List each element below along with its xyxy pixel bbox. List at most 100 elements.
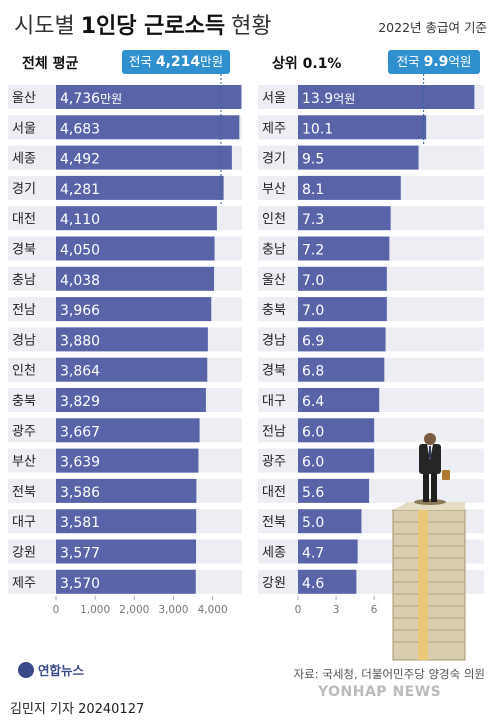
value-label: 4,736만원 — [60, 91, 122, 107]
bar — [56, 327, 208, 352]
category-label: 충남 — [12, 273, 36, 288]
right-callout-prefix: 전국 — [396, 54, 424, 69]
category-label: 광주 — [262, 455, 286, 470]
value-label: 10.1 — [302, 121, 333, 137]
category-label: 부산 — [12, 455, 36, 470]
title-part2: 1인당 근로소득 — [80, 14, 226, 39]
category-label: 대전 — [12, 212, 36, 227]
watermark: YONHAP NEWS — [318, 684, 442, 700]
value-label: 3,581 — [60, 515, 100, 531]
bar — [298, 327, 386, 352]
category-label: 서울 — [262, 91, 286, 106]
category-label: 강원 — [262, 576, 286, 591]
value-label: 3,880 — [60, 333, 100, 349]
bar — [56, 115, 240, 140]
bar — [298, 115, 427, 140]
bar — [56, 206, 217, 231]
tick-label: 3 — [333, 604, 340, 616]
bar — [56, 478, 197, 503]
value-label: 7.0 — [302, 273, 324, 289]
right-section-title: 상위 0.1% — [272, 56, 342, 72]
logo-icon — [18, 661, 34, 678]
bar — [56, 509, 197, 534]
bar — [56, 297, 212, 322]
title-part3: 현황 — [231, 14, 272, 39]
page-title: 시도별 1인당 근로소득 현황 — [14, 8, 272, 44]
value-label: 3,829 — [60, 394, 100, 410]
bar — [56, 266, 215, 291]
bar — [56, 418, 200, 443]
right-callout-value: 9.9 — [423, 54, 449, 70]
value-label: 4,050 — [60, 243, 100, 259]
left-callout-value: 4,214 — [155, 54, 201, 70]
bar — [298, 236, 390, 261]
category-label: 울산 — [262, 273, 286, 288]
value-label: 4,110 — [60, 212, 100, 228]
value-unit: 만원 — [100, 92, 122, 106]
category-label: 경남 — [12, 333, 36, 348]
value-label: 4,038 — [60, 273, 100, 289]
category-label: 제주 — [12, 576, 36, 591]
value-label: 6.9 — [302, 333, 324, 349]
bar — [298, 357, 385, 382]
category-label: 대전 — [262, 485, 286, 500]
category-label: 제주 — [262, 121, 286, 136]
bar — [298, 569, 357, 594]
money-stack-icon — [392, 502, 466, 661]
value-label: 4,683 — [60, 121, 100, 137]
value-label: 3,966 — [60, 303, 100, 319]
value-label: 7.3 — [302, 212, 324, 228]
value-label: 6.4 — [302, 394, 324, 410]
value-label: 4,492 — [60, 152, 100, 168]
value-label: 9.5 — [302, 152, 324, 168]
bar — [56, 175, 224, 200]
value-label: 4.6 — [302, 576, 324, 592]
value-label: 5.0 — [302, 515, 324, 531]
bar — [298, 145, 419, 170]
bar — [298, 478, 370, 503]
tick-label: 0 — [295, 604, 302, 616]
bar — [298, 418, 375, 443]
bar — [298, 206, 391, 231]
bar — [56, 539, 197, 564]
tick-label: 2,000 — [119, 604, 149, 616]
bar — [298, 509, 362, 534]
bar — [298, 266, 387, 291]
value-label: 3,570 — [60, 576, 100, 592]
value-label: 3,864 — [60, 364, 100, 380]
category-label: 인천 — [12, 364, 36, 379]
right-callout-unit: 억원 — [448, 54, 472, 69]
value-label: 6.8 — [302, 364, 324, 380]
value-label: 8.1 — [302, 182, 324, 198]
tick-label: 1,000 — [80, 604, 110, 616]
bar — [298, 388, 380, 412]
category-label: 경기 — [262, 152, 286, 167]
bar — [298, 539, 358, 564]
category-label: 대구 — [12, 515, 36, 530]
tick-label: 4,000 — [198, 604, 228, 616]
row-band — [258, 478, 484, 503]
category-label: 대구 — [262, 394, 286, 409]
value-label: 5.6 — [302, 485, 324, 501]
category-label: 경남 — [262, 333, 286, 348]
value-label: 3,586 — [60, 485, 100, 501]
category-label: 광주 — [12, 424, 36, 439]
category-label: 울산 — [12, 91, 36, 106]
yonhap-logo: 연합뉴스 — [18, 660, 84, 679]
bar — [56, 145, 232, 170]
businessman-icon — [414, 433, 450, 505]
bar — [56, 85, 242, 109]
value-label: 3,667 — [60, 424, 100, 440]
left-section-title: 전체 평균 — [22, 56, 79, 72]
businessman-on-money-illustration — [392, 433, 466, 661]
subtitle: 2022년 총급여 기준 — [378, 20, 487, 35]
category-label: 경기 — [12, 182, 36, 197]
value-label: 7.0 — [302, 303, 324, 319]
bar — [298, 85, 475, 109]
category-label: 충북 — [12, 394, 36, 409]
category-label: 전남 — [12, 303, 36, 318]
credit-line: 김민지 기자 20240127 — [10, 702, 145, 717]
left-average-callout: 전국 4,214만원 — [122, 50, 230, 74]
value-label: 4.7 — [302, 546, 324, 562]
